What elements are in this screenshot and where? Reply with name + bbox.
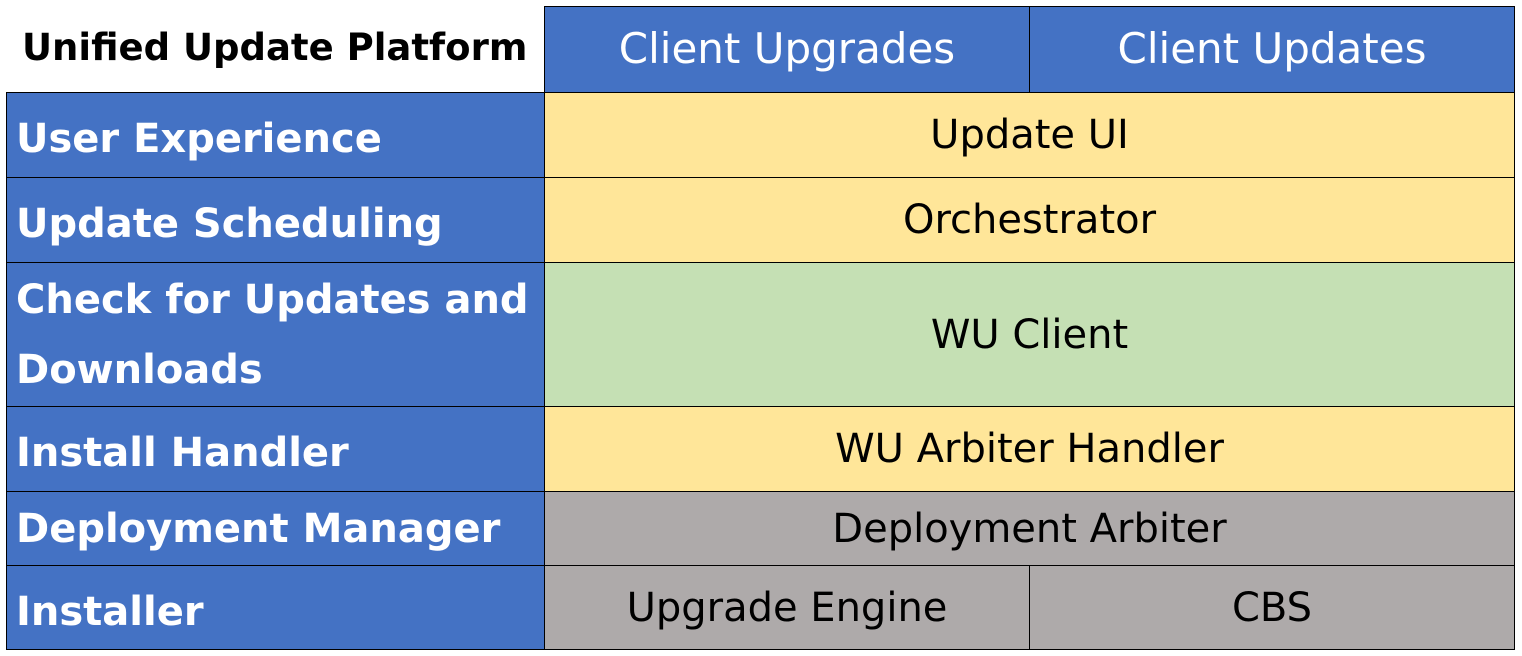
component-wu-arbiter-handler: WU Arbiter Handler: [544, 406, 1515, 492]
component-cbs: CBS: [1029, 565, 1515, 650]
row-label-install-handler: Install Handler: [6, 406, 545, 492]
row-label-deployment-manager: Deployment Manager: [6, 491, 545, 566]
component-deployment-arbiter: Deployment Arbiter: [544, 491, 1515, 566]
component-update-ui: Update UI: [544, 92, 1515, 178]
component-upgrade-engine: Upgrade Engine: [544, 565, 1030, 650]
row-label-update-scheduling: Update Scheduling: [6, 177, 545, 263]
row-label-installer: Installer: [6, 565, 545, 650]
component-orchestrator: Orchestrator: [544, 177, 1515, 263]
component-wu-client: WU Client: [544, 262, 1515, 407]
column-header-client-upgrades: Client Upgrades: [544, 6, 1030, 93]
row-label-check-for-updates: Check for Updates and Downloads: [6, 262, 545, 407]
diagram-title: Unified Update Platform: [22, 26, 528, 69]
row-label-user-experience: User Experience: [6, 92, 545, 178]
column-header-client-updates: Client Updates: [1029, 6, 1515, 93]
